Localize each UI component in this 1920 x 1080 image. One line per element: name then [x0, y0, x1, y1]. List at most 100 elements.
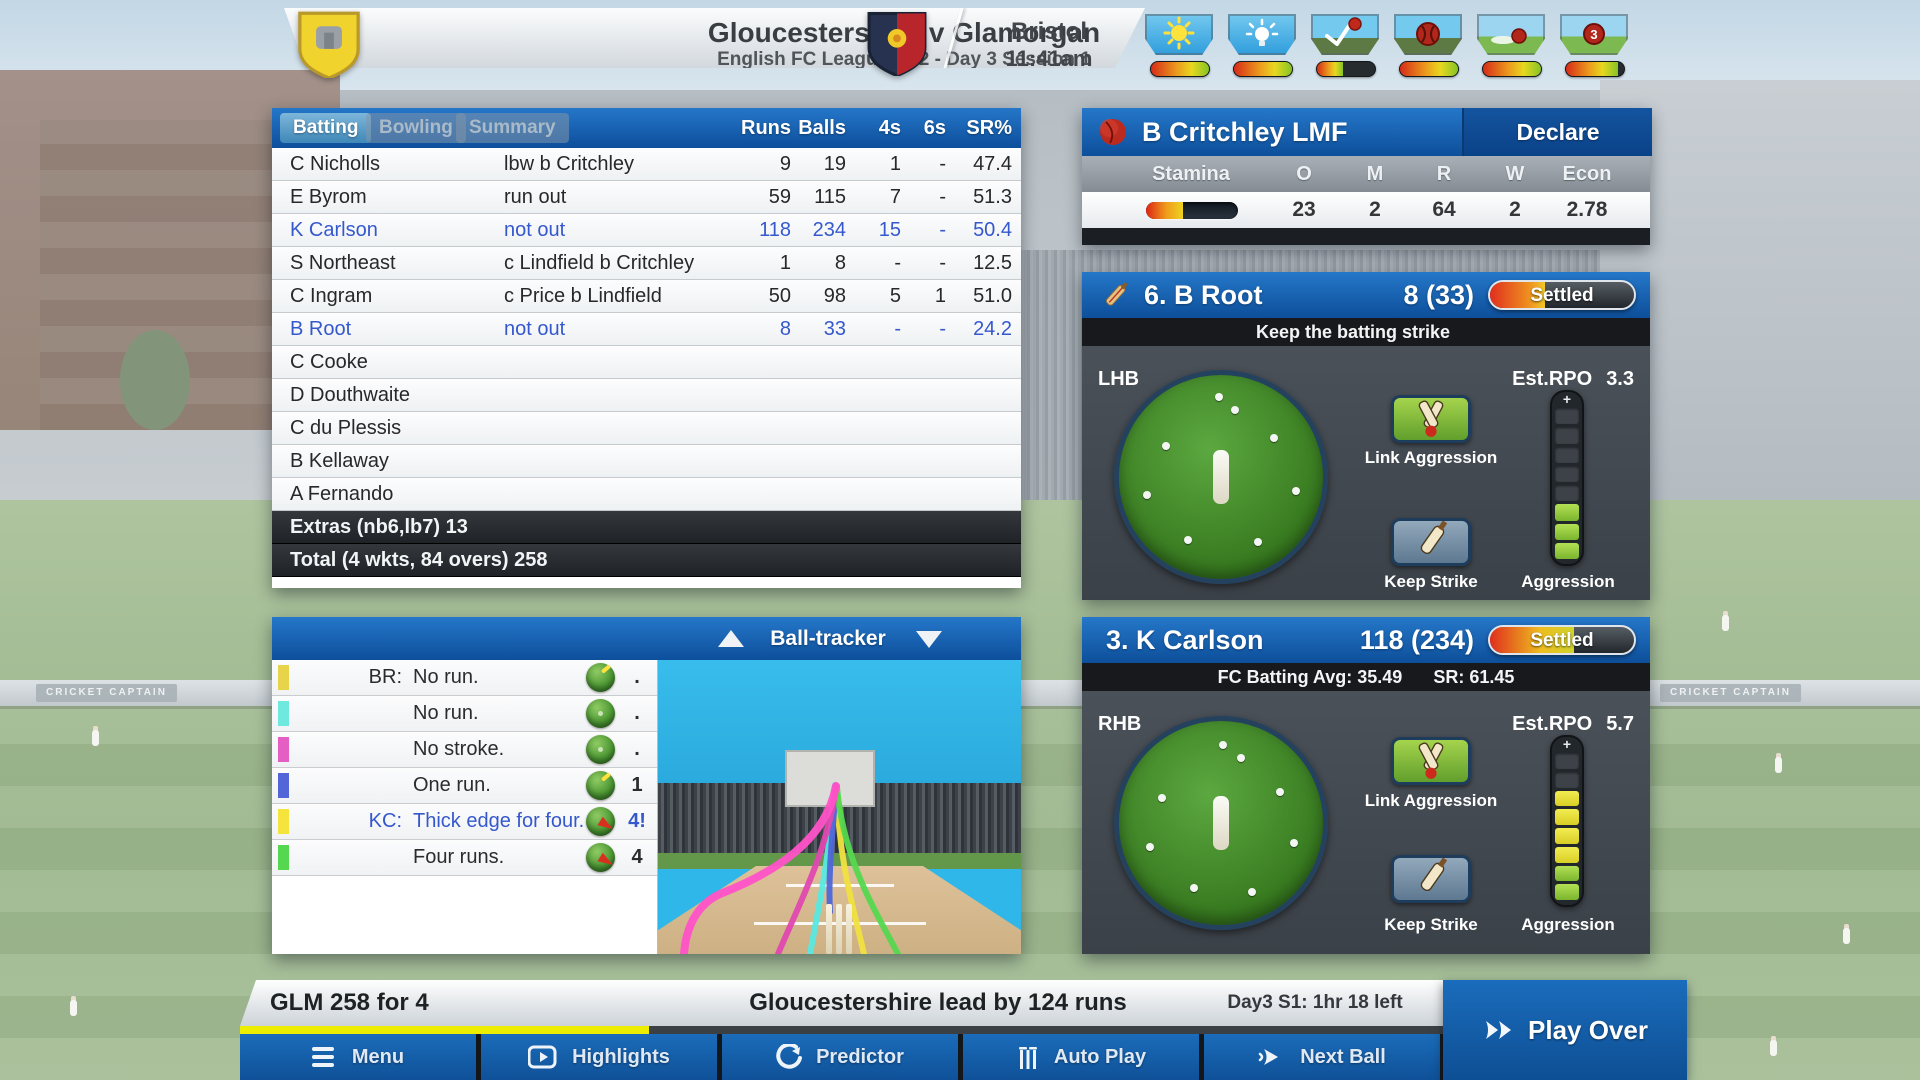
play-over-button[interactable]: Play Over	[1443, 980, 1687, 1080]
scroll-down-icon[interactable]	[916, 631, 942, 648]
column-sr: SR%	[966, 117, 1012, 139]
shot-direction-icon	[586, 735, 615, 764]
play-over-label: Play Over	[1528, 1014, 1648, 1045]
meter-segment	[1555, 753, 1579, 769]
link-aggression-button[interactable]	[1391, 737, 1471, 785]
fielder-dot	[1161, 442, 1170, 451]
menu-label: Auto Play	[1053, 1045, 1147, 1068]
scorecard-header: Batting Bowling Summary Runs Balls 4s 6s…	[272, 108, 1021, 148]
ball-result: .	[634, 738, 640, 760]
fielder-dot	[1231, 405, 1240, 414]
scroll-up-icon[interactable]	[718, 630, 744, 647]
batsman-score: 118 (234)	[1359, 625, 1474, 655]
ball-row[interactable]: BR: No run..	[272, 660, 657, 696]
ball-color-chip	[278, 809, 289, 834]
tab-summary[interactable]: Summary	[456, 113, 569, 143]
bowler-columns: Stamina O M R W Econ	[1082, 156, 1650, 192]
fielder-dot	[1184, 536, 1193, 545]
menu-button[interactable]: Menu	[240, 1034, 476, 1080]
svg-text:3: 3	[1590, 27, 1597, 42]
batsman-name: C Nicholls	[290, 153, 381, 175]
ball-result: 4!	[628, 810, 646, 832]
hamburger-icon	[311, 1047, 334, 1067]
ball-row[interactable]: KC: Thick edge for four. 4!	[272, 804, 657, 840]
link-aggression-label: Link Aggression	[1364, 448, 1498, 467]
ball-color-chip	[278, 737, 289, 762]
ball-row[interactable]: No run..	[272, 696, 657, 732]
balls: 115	[814, 186, 846, 208]
ball-result: 1	[631, 774, 643, 796]
est-rpo-value: 5.7	[1606, 713, 1634, 735]
match-time: 11:41am	[1005, 46, 1093, 71]
meter-segment	[1555, 427, 1579, 444]
keep-strike-button[interactable]	[1391, 855, 1471, 903]
ball-result: 4	[631, 846, 643, 868]
auto-play-button[interactable]: Auto Play	[963, 1034, 1199, 1080]
batsman-name: B Kellaway	[290, 450, 389, 472]
fielder-dot	[1157, 794, 1166, 803]
meter-plus: +	[1562, 391, 1572, 407]
condition-swing	[1394, 14, 1462, 78]
innings-score: GLM 258 for 4	[270, 989, 429, 1016]
aggression-meter[interactable]: +	[1550, 735, 1584, 907]
stump	[846, 904, 852, 954]
batting-hand: RHB	[1098, 713, 1142, 735]
match-header-banner: Gloucestershire v Glamorgan English FC L…	[284, 8, 1145, 68]
batsman-name: B Root	[290, 318, 352, 340]
sun-icon	[1145, 14, 1213, 55]
highlights-button[interactable]: Highlights	[481, 1034, 717, 1080]
batsman-name: C Ingram	[290, 285, 373, 307]
scorecard-panel: Batting Bowling Summary Runs Balls 4s 6s…	[272, 108, 1021, 588]
scorecard-row: A Fernando	[272, 478, 1021, 511]
bowler-header: B Critchley LMF Declare	[1082, 108, 1652, 156]
fielder-dot	[1253, 538, 1262, 547]
fielder-figure	[92, 730, 99, 746]
fours: 5	[889, 285, 901, 307]
ball-description: Thick edge for four.	[413, 810, 585, 832]
condition-meter	[1150, 61, 1210, 77]
meter-segment	[1555, 809, 1579, 825]
tab-bowling[interactable]: Bowling	[366, 113, 466, 143]
runs: 8	[779, 318, 791, 340]
tab-batting[interactable]: Batting	[280, 113, 372, 143]
ball-description: No stroke.	[413, 738, 505, 760]
dismissal: lbw b Critchley	[504, 153, 635, 175]
backdrop-tree	[120, 330, 190, 430]
runs-value: 64	[1432, 198, 1456, 221]
ball-row[interactable]: No stroke..	[272, 732, 657, 768]
est-rpo: Est.RPO 3.3	[1512, 368, 1634, 391]
ball-row[interactable]: Four runs. 4	[272, 840, 657, 876]
batsman-initials: KC:	[368, 810, 402, 832]
column-econ: Econ	[1562, 163, 1612, 185]
play-over-icon	[1486, 1021, 1511, 1039]
ball-row[interactable]: One run. 1	[272, 768, 657, 804]
ball-tracker-title: Ball-tracker	[770, 627, 886, 650]
ball-color-chip	[278, 773, 289, 798]
condition-outfield	[1477, 14, 1545, 78]
declare-button[interactable]: Declare	[1462, 108, 1652, 156]
bowler-name: B Critchley LMF	[1142, 117, 1348, 147]
condition-meter	[1233, 61, 1293, 77]
link-aggression-button[interactable]	[1391, 395, 1471, 443]
batsman-score: 8 (33)	[1403, 280, 1474, 310]
batsman-header: 6. B Root 8 (33) Settled	[1082, 272, 1650, 318]
column-runs: Runs	[741, 117, 791, 139]
next-ball-button[interactable]: Next Ball	[1204, 1034, 1440, 1080]
predictor-button[interactable]: Predictor	[722, 1034, 958, 1080]
balls: 234	[812, 219, 846, 241]
keep-strike-button[interactable]	[1391, 518, 1471, 566]
aggression-meter[interactable]: +	[1550, 390, 1584, 566]
boundary-signage: CRICKET CAPTAIN	[36, 684, 177, 702]
batsman-controls: RHB Est.RPO 5.7 Link Aggressi	[1082, 691, 1650, 954]
ball-description: No run.	[413, 702, 479, 724]
fours: 1	[889, 153, 901, 175]
menu-label: Highlights	[572, 1045, 670, 1068]
batsman-info-strip: FC Batting Avg: 35.49 SR: 61.45	[1082, 663, 1650, 691]
sixes: -	[939, 252, 946, 274]
fours: -	[894, 252, 901, 274]
bowler-panel-footer	[1082, 228, 1650, 245]
batsman-title: 3. K Carlson	[1106, 625, 1264, 655]
column-stamina: Stamina	[1152, 163, 1230, 185]
meter-segment	[1555, 865, 1579, 882]
on-strike-bat-icon	[1105, 282, 1128, 306]
